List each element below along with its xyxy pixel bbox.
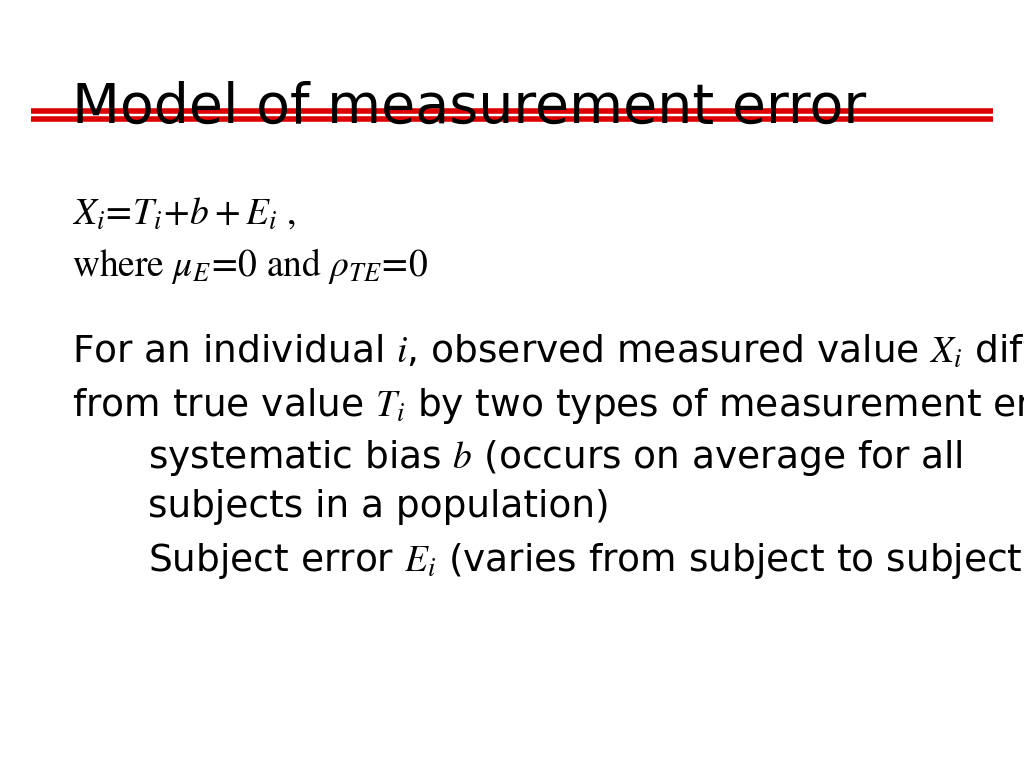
Text: $X_i\!=\!T_i\!+\!b + E_i$ ,: $X_i\!=\!T_i\!+\!b + E_i$ , [72,196,296,232]
Text: subjects in a population): subjects in a population) [148,489,610,525]
Text: where $\mu_E\!=\! 0$ and $\rho_{TE}\!=\! 0$: where $\mu_E\!=\! 0$ and $\rho_{TE}\!=\!… [72,246,428,286]
Text: Subject error $E_i$ (varies from subject to subject): Subject error $E_i$ (varies from subject… [148,541,1024,581]
Text: from true value $T_i$ by two types of measurement error:: from true value $T_i$ by two types of me… [72,386,1024,426]
Text: Model of measurement error: Model of measurement error [72,81,866,134]
Text: For an individual $i$, observed measured value $X_i$ differs: For an individual $i$, observed measured… [72,334,1024,371]
Text: systematic bias $b$ (occurs on average for all: systematic bias $b$ (occurs on average f… [148,438,964,478]
